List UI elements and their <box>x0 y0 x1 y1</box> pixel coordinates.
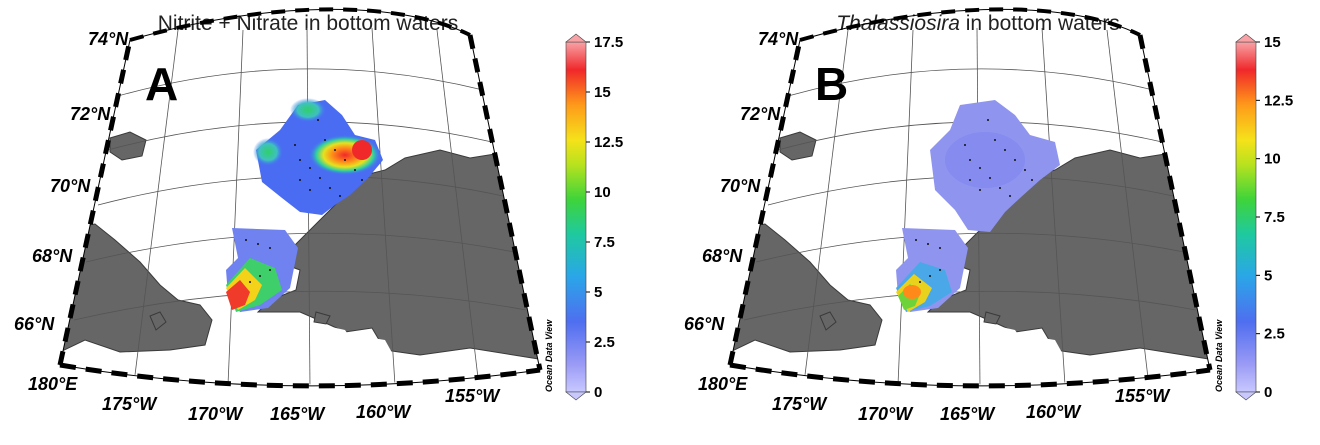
lat-label: 66°N <box>14 314 55 334</box>
colorbar-tick-label: 5 <box>594 284 602 301</box>
lat-label: 74°N <box>88 29 129 49</box>
lat-label: 72°N <box>70 104 111 124</box>
panel-a-letter: A <box>145 58 178 110</box>
odv-watermark: Ocean Data View <box>1214 319 1224 392</box>
map-frame-a <box>57 7 543 389</box>
lat-label: 70°N <box>720 176 761 196</box>
colorbar-tick-label: 7.5 <box>1264 209 1285 226</box>
panel-b-title: Thalassiosira in bottom waters <box>836 12 1120 35</box>
colorbar-b: 15 12.5 10 7.5 5 2.5 0 Ocean Data View <box>1214 33 1293 401</box>
colorbar-tick-label: 7.5 <box>594 234 615 251</box>
lat-label: 70°N <box>50 176 91 196</box>
panel-b-map: Thalassiosira in bottom waters <box>684 7 1293 424</box>
lon-label: 170°W <box>858 404 914 424</box>
colorbar-tick-label: 15 <box>594 84 611 101</box>
colorbar-tick-label: 2.5 <box>1264 326 1285 343</box>
lat-label: 74°N <box>758 29 799 49</box>
colorbar-a: 17.5 15 12.5 10 7.5 5 2.5 0 Ocean Data View <box>544 33 623 401</box>
land <box>60 131 540 361</box>
colorbar-tick-label: 0 <box>1264 384 1272 401</box>
lon-label: 165°W <box>270 404 326 424</box>
graticule <box>73 27 527 385</box>
nitrate-field-south <box>226 228 298 312</box>
lon-label: 155°W <box>445 386 501 406</box>
odv-watermark: Ocean Data View <box>544 319 554 392</box>
panel-a-map: Nitrite + Nitrate in bottom waters <box>14 7 623 424</box>
lon-label: 175°W <box>102 394 158 414</box>
land <box>730 131 1210 361</box>
colorbar-tick-label: 5 <box>1264 267 1272 284</box>
lat-label: 72°N <box>740 104 781 124</box>
colorbar-tick-label: 2.5 <box>594 334 615 351</box>
lon-label: 165°W <box>940 404 996 424</box>
lon-label: 180°E <box>698 374 748 394</box>
lon-label: 175°W <box>772 394 828 414</box>
stations-a <box>245 119 363 283</box>
lon-label: 155°W <box>1115 386 1171 406</box>
lon-label: 160°W <box>356 402 412 422</box>
thalassiosira-field-south <box>896 228 968 312</box>
colorbar-tick-label: 12.5 <box>1264 92 1293 109</box>
lat-label: 68°N <box>702 246 743 266</box>
map-frame-b <box>727 7 1213 389</box>
lon-label: 160°W <box>1026 402 1082 422</box>
colorbar-tick-label: 10 <box>594 184 611 201</box>
lat-label: 68°N <box>32 246 73 266</box>
lon-label: 180°E <box>28 374 78 394</box>
colorbar-tick-label: 0 <box>594 384 602 401</box>
colorbar-tick-label: 12.5 <box>594 134 623 151</box>
panel-b-letter: B <box>815 58 848 110</box>
lon-label: 170°W <box>188 404 244 424</box>
colorbar-tick-label: 10 <box>1264 151 1281 168</box>
lat-label: 66°N <box>684 314 725 334</box>
nitrate-field-north <box>253 98 383 215</box>
colorbar-tick-label: 17.5 <box>594 34 623 51</box>
stations-b <box>915 119 1033 283</box>
colorbar-tick-label: 15 <box>1264 34 1281 51</box>
